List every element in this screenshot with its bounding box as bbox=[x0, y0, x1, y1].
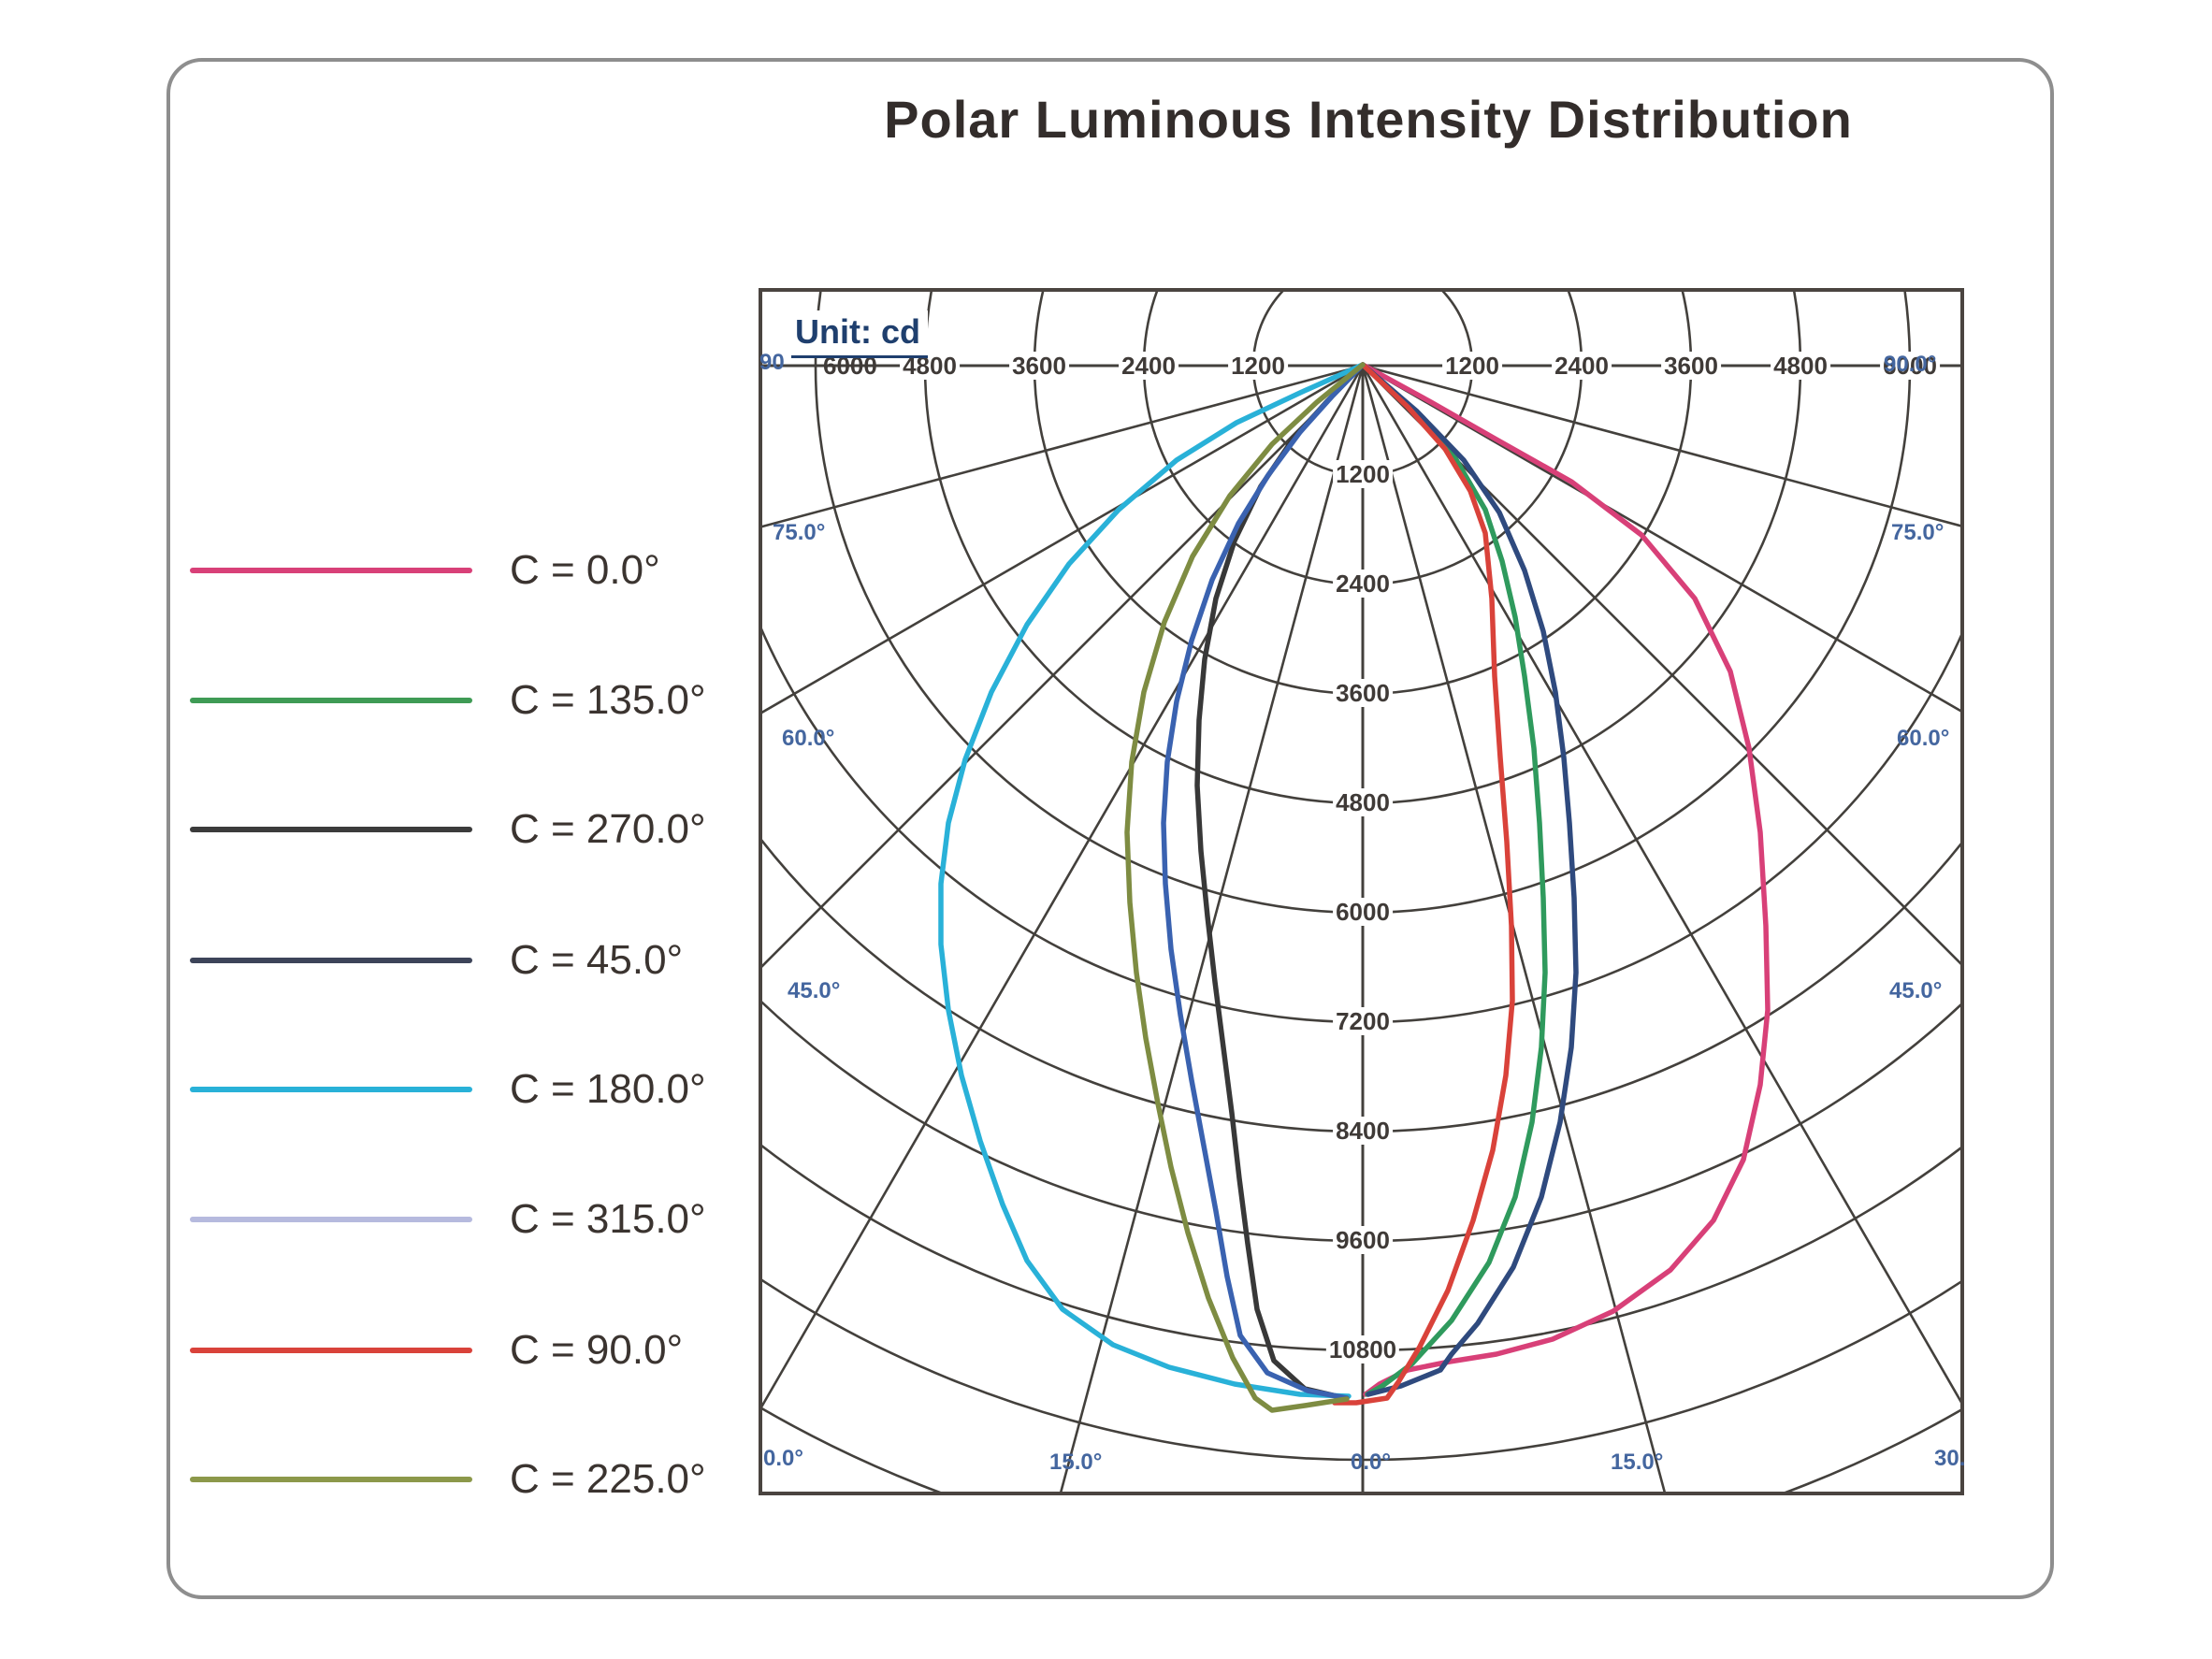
h-axis-label-1: 3600 bbox=[1009, 352, 1069, 380]
v-axis-label-6: 8400 bbox=[1333, 1117, 1393, 1145]
curve-c315 bbox=[1161, 362, 1366, 1401]
legend-label-c45: C = 45.0° bbox=[510, 937, 684, 983]
legend-swatch-c270 bbox=[190, 827, 472, 832]
curve-c0 bbox=[1360, 362, 1771, 1397]
grid-ray-30-right bbox=[1361, 365, 1962, 1407]
legend-swatch-c315 bbox=[190, 1217, 472, 1222]
grid-ray-15-left bbox=[1059, 365, 1365, 1493]
h-axis-label-2: 2400 bbox=[1119, 352, 1178, 380]
grid-ray-15-right bbox=[1361, 365, 1667, 1493]
v-axis-label-5: 7200 bbox=[1333, 1007, 1393, 1035]
v-axis-label-0: 1200 bbox=[1333, 460, 1393, 488]
page-title: Polar Luminous Intensity Distribution bbox=[884, 90, 1853, 149]
chart-grid-group bbox=[760, 290, 1962, 1493]
angle-label-11: 30. bbox=[1934, 1446, 1966, 1471]
clipped-angle-label-left: 90 bbox=[759, 350, 785, 375]
grid-ring-9600 bbox=[760, 999, 1962, 1243]
angle-label-2: 75.0° bbox=[1891, 520, 1945, 545]
angle-label-10: 15.0° bbox=[1611, 1450, 1664, 1475]
grid-ray-45-right bbox=[1362, 365, 1962, 967]
grid-ring-10800 bbox=[760, 1143, 1962, 1351]
angle-label-9: 0.0° bbox=[1351, 1450, 1391, 1475]
v-axis-label-4: 6000 bbox=[1333, 898, 1393, 926]
legend-swatch-c135 bbox=[190, 698, 472, 703]
legend-label-c225: C = 225.0° bbox=[510, 1456, 706, 1502]
legend-label-c180: C = 180.0° bbox=[510, 1066, 706, 1112]
h-axis-label-5: 2400 bbox=[1552, 352, 1612, 380]
unit-label: Unit: cd bbox=[791, 310, 928, 358]
legend-label-c90: C = 90.0° bbox=[510, 1327, 684, 1373]
legend-swatch-c45 bbox=[190, 958, 472, 963]
legend-swatch-c0 bbox=[190, 568, 472, 573]
h-axis-label-4: 1200 bbox=[1442, 352, 1502, 380]
grid-ray-60-right bbox=[1362, 364, 1962, 714]
curve-c180 bbox=[938, 362, 1366, 1399]
angle-label-4: 60.0° bbox=[1897, 726, 1950, 751]
grid-ray-60-left bbox=[760, 364, 1364, 715]
v-axis-label-8: 10800 bbox=[1325, 1335, 1400, 1363]
v-axis-label-7: 9600 bbox=[1333, 1226, 1393, 1254]
h-axis-label-7: 4800 bbox=[1771, 352, 1830, 380]
grid-ray-30-left bbox=[760, 365, 1365, 1412]
v-axis-label-3: 4800 bbox=[1333, 788, 1393, 816]
angle-label-7: 0.0° bbox=[763, 1446, 803, 1471]
curve-c90 bbox=[1332, 362, 1515, 1406]
curve-c225 bbox=[1124, 362, 1366, 1413]
legend-label-c270: C = 270.0° bbox=[510, 806, 706, 852]
v-axis-label-1: 2400 bbox=[1333, 570, 1393, 598]
legend-label-c0: C = 0.0° bbox=[510, 547, 660, 593]
legend-label-c135: C = 135.0° bbox=[510, 677, 706, 723]
angle-label-0: 90.0° bbox=[1884, 352, 1937, 377]
legend-swatch-c180 bbox=[190, 1087, 472, 1092]
grid-ray-75-right bbox=[1362, 364, 1962, 528]
grid-ray-45-left bbox=[760, 365, 1364, 970]
legend-swatch-c225 bbox=[190, 1477, 472, 1482]
grid-ray-75-left bbox=[760, 364, 1364, 528]
v-axis-label-2: 3600 bbox=[1333, 679, 1393, 707]
angle-label-3: 60.0° bbox=[782, 726, 835, 751]
angle-label-1: 75.0° bbox=[773, 520, 826, 545]
h-axis-label-6: 3600 bbox=[1661, 352, 1721, 380]
h-axis-label-8: 6000 bbox=[1880, 352, 1940, 380]
curve-c135 bbox=[1360, 362, 1548, 1397]
chart-frame bbox=[759, 288, 1964, 1495]
legend-swatch-c90 bbox=[190, 1348, 472, 1353]
legend-label-c315: C = 315.0° bbox=[510, 1196, 706, 1242]
curve-c45 bbox=[1360, 362, 1579, 1397]
angle-label-8: 15.0° bbox=[1049, 1450, 1103, 1475]
h-axis-label-3: 1200 bbox=[1228, 352, 1288, 380]
angle-label-6: 45.0° bbox=[1889, 978, 1943, 1003]
angle-label-5: 45.0° bbox=[788, 978, 841, 1003]
